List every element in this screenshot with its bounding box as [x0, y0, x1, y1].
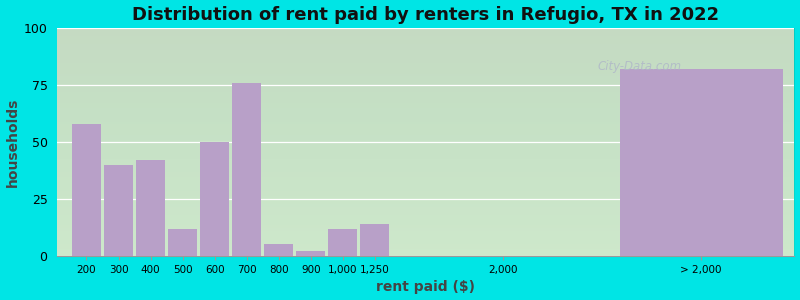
Bar — [104, 165, 133, 256]
Bar — [264, 244, 294, 256]
Bar — [296, 251, 326, 256]
Bar — [360, 224, 390, 256]
X-axis label: rent paid ($): rent paid ($) — [376, 280, 475, 294]
Bar — [72, 124, 101, 256]
Bar — [168, 229, 197, 256]
Bar — [328, 229, 358, 256]
Y-axis label: households: households — [6, 97, 19, 187]
Bar — [232, 82, 262, 256]
Bar — [136, 160, 165, 256]
Title: Distribution of rent paid by renters in Refugio, TX in 2022: Distribution of rent paid by renters in … — [132, 6, 719, 24]
Bar — [620, 69, 782, 256]
Bar — [200, 142, 230, 256]
Text: City-Data.com: City-Data.com — [598, 60, 682, 73]
